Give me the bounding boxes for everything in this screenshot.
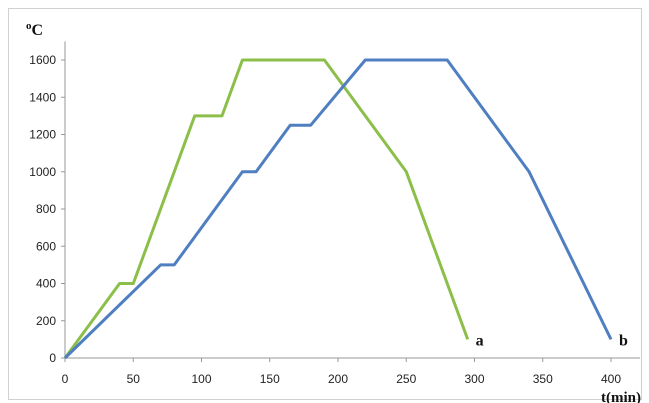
y-tick-label: 600 <box>36 239 56 253</box>
y-tick-label: 800 <box>36 202 56 216</box>
y-tick-label: 200 <box>36 314 56 328</box>
x-tick-label: 200 <box>328 372 348 386</box>
y-tick-label: 0 <box>49 351 56 365</box>
series-lines <box>63 58 613 360</box>
x-tick-label: 100 <box>191 372 211 386</box>
y-axis-ticks: 0 200 400 600 800 1000 1200 1400 1600 <box>29 53 65 365</box>
series-line-b <box>63 58 613 360</box>
x-tick-label: 0 <box>62 372 69 386</box>
y-tick-label: 1000 <box>29 165 56 179</box>
x-tick-label: 50 <box>127 372 141 386</box>
x-tick-label: 250 <box>396 372 416 386</box>
y-tick-label: 1600 <box>29 53 56 67</box>
series-label-b: b <box>619 332 628 349</box>
series-label-a: a <box>476 332 484 349</box>
x-axis-label: t(min) <box>601 390 641 403</box>
x-tick-label: 350 <box>533 372 553 386</box>
series-line-a <box>63 58 470 359</box>
y-tick-label: 1400 <box>29 90 56 104</box>
chart-frame <box>8 8 642 400</box>
y-axis-label: oC <box>26 20 43 39</box>
x-tick-label: 300 <box>464 372 484 386</box>
x-tick-label: 400 <box>601 372 621 386</box>
x-axis-ticks: 0 50 100 150 200 250 300 350 400 <box>62 358 621 386</box>
x-tick-label: 150 <box>260 372 280 386</box>
y-tick-label: 1200 <box>29 128 56 142</box>
y-tick-label: 400 <box>36 277 56 291</box>
